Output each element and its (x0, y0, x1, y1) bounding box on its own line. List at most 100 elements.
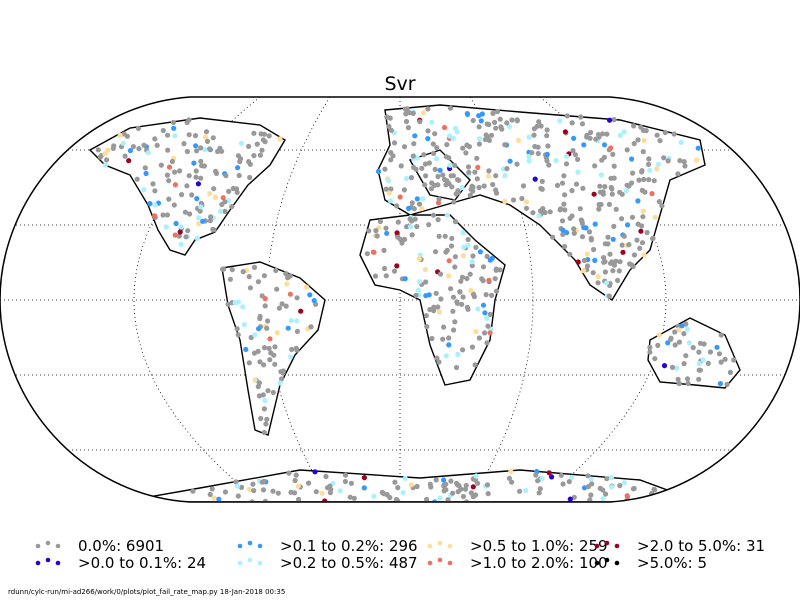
station-dot (531, 126, 538, 132)
station-dot (600, 496, 606, 502)
station-dot (238, 140, 244, 146)
station-dot (536, 119, 542, 125)
station-dot (722, 356, 728, 362)
station-dot (247, 285, 253, 291)
station-dot (610, 151, 616, 157)
station-dot (727, 369, 734, 375)
station-dot (601, 142, 608, 148)
legend-marker (257, 543, 263, 549)
station-dot (435, 173, 441, 180)
legend-marker (257, 560, 263, 566)
station-dot (306, 480, 312, 486)
station-dot (571, 226, 577, 232)
station-dot (460, 493, 467, 500)
station-dot (560, 481, 566, 487)
station-dot (617, 132, 623, 138)
station-dot (411, 206, 417, 212)
station-dot (601, 259, 607, 265)
station-dot (696, 376, 702, 382)
station-dot (278, 376, 285, 382)
station-dot (210, 135, 216, 141)
station-dot (460, 253, 466, 259)
station-dot (506, 123, 513, 130)
station-dot (470, 494, 476, 500)
station-dot (631, 141, 637, 147)
station-dot (609, 191, 615, 197)
station-dot (540, 206, 546, 212)
station-dot (447, 133, 453, 139)
station-dot (646, 177, 652, 183)
station-dot (215, 148, 221, 155)
station-dot (629, 262, 635, 268)
station-dot (646, 161, 652, 167)
station-dot (187, 211, 193, 217)
station-dot (697, 340, 704, 346)
station-dot (536, 213, 542, 219)
station-dot (485, 323, 491, 329)
station-dot (452, 319, 458, 325)
legend-marker (604, 557, 610, 563)
station-dot (351, 495, 357, 501)
station-dot (529, 150, 535, 156)
station-dot (423, 293, 429, 299)
station-dot (399, 240, 405, 246)
station-dot (640, 214, 646, 220)
station-dot (163, 224, 169, 230)
station-dot (323, 473, 329, 480)
station-dot (684, 326, 691, 332)
station-dot (604, 131, 610, 137)
station-dot (177, 168, 183, 174)
station-dot (624, 493, 630, 499)
station-dot (544, 158, 550, 164)
station-dot (478, 118, 484, 124)
station-dot (226, 188, 232, 194)
station-dot (229, 267, 235, 273)
station-dot (562, 192, 568, 198)
station-dot (668, 335, 674, 341)
legend-marker (437, 540, 443, 546)
station-dot (262, 398, 268, 404)
station-dot (560, 231, 566, 237)
station-dot (277, 380, 283, 386)
station-dot (279, 301, 285, 307)
station-dot (429, 180, 435, 186)
station-dot (545, 143, 551, 149)
station-dot (375, 168, 382, 174)
station-dot (203, 129, 210, 135)
station-dot (135, 125, 141, 131)
station-dot (526, 153, 532, 159)
station-dot (588, 476, 594, 482)
station-dot (531, 132, 537, 138)
station-dot (438, 271, 444, 277)
station-dot (361, 475, 367, 481)
station-dot (449, 184, 455, 190)
station-dot (631, 485, 637, 492)
station-dot (615, 277, 621, 283)
station-dot (437, 167, 443, 173)
station-dot (261, 406, 267, 412)
legend: 0.0%: 6901>0.0 to 0.1%: 24 >0.1 to 0.2%: … (35, 537, 765, 572)
station-dot (251, 264, 258, 270)
station-dot (407, 216, 413, 222)
station-dot (413, 166, 419, 172)
station-dot (654, 166, 660, 172)
station-dot (606, 201, 613, 207)
station-dot (272, 361, 278, 367)
station-dot (454, 177, 461, 183)
station-dot (402, 276, 408, 282)
station-dot (102, 151, 108, 157)
station-dot (460, 145, 466, 151)
station-dot (259, 147, 265, 153)
station-dot (450, 490, 456, 496)
station-dot (364, 251, 370, 257)
station-dot (134, 176, 140, 182)
station-dot (626, 242, 632, 248)
station-dot (450, 135, 456, 141)
station-dot (569, 474, 575, 480)
station-dot (211, 495, 217, 501)
station-dot (561, 173, 567, 179)
station-dot (414, 155, 420, 161)
station-dot (473, 329, 479, 335)
station-dot (390, 153, 396, 159)
station-dot (571, 135, 577, 141)
